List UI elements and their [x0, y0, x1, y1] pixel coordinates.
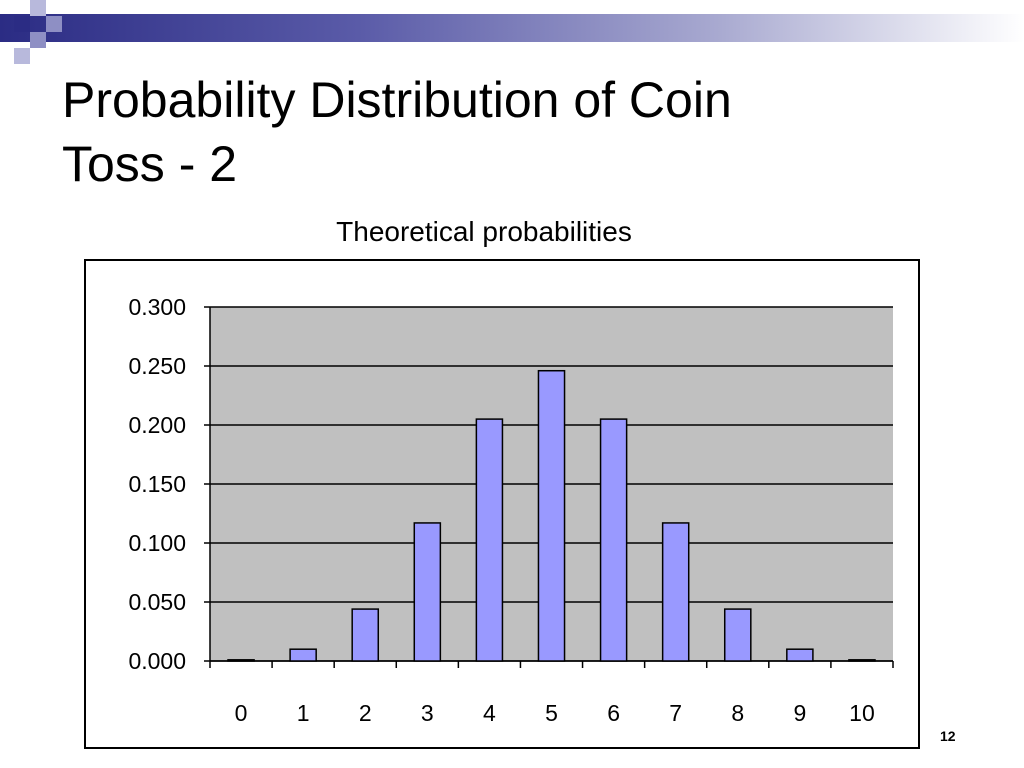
bar-3 — [413, 522, 442, 662]
bar-9 — [786, 648, 814, 662]
y-tick-label: 0.200 — [128, 412, 186, 438]
x-tick-label: 4 — [483, 700, 496, 726]
x-tick-label: 10 — [849, 700, 875, 726]
bar-chart: 0.000 0.050 0.100 0.150 0.200 0.250 0.300 0 1 2 3 4… — [128, 294, 894, 726]
bar-10 — [848, 659, 876, 662]
x-tick-label: 9 — [793, 700, 806, 726]
bar-2 — [351, 608, 380, 662]
logo — [0, 0, 80, 64]
header-band — [0, 14, 1024, 42]
y-tick-label: 0.000 — [128, 648, 186, 674]
y-tick-label: 0.250 — [128, 353, 186, 379]
y-tick-label: 0.150 — [128, 471, 186, 497]
bar-6 — [599, 418, 628, 662]
x-tick-label: 7 — [669, 700, 682, 726]
page-number: 12 — [940, 728, 956, 744]
y-tick-label: 0.100 — [128, 530, 186, 556]
x-tick-label: 0 — [235, 700, 248, 726]
x-tick-label: 5 — [545, 700, 558, 726]
slide-title: Probability Distribution of Coin Toss - … — [62, 68, 962, 196]
chart-title: Theoretical probabilities — [336, 216, 632, 247]
x-tick-label: 1 — [297, 700, 310, 726]
bar-0 — [227, 659, 255, 662]
bar-1 — [289, 648, 317, 662]
x-tick-label: 2 — [359, 700, 372, 726]
x-tick-label: 8 — [731, 700, 744, 726]
bar-5 — [537, 369, 566, 662]
x-tick-label: 3 — [421, 700, 434, 726]
slide-title-line-1: Probability Distribution of Coin — [62, 72, 732, 128]
slide-title-line-2: Toss - 2 — [62, 136, 238, 192]
bar-8 — [723, 608, 752, 662]
y-tick-label: 0.300 — [128, 294, 186, 320]
x-tick-label: 6 — [607, 700, 620, 726]
chart-frame: 0.000 0.050 0.100 0.150 0.200 0.250 0.300 0 1 2 3 4… — [84, 259, 920, 749]
y-tick-label: 0.050 — [128, 589, 186, 615]
bar-7 — [661, 522, 690, 662]
bar-4 — [475, 418, 504, 662]
